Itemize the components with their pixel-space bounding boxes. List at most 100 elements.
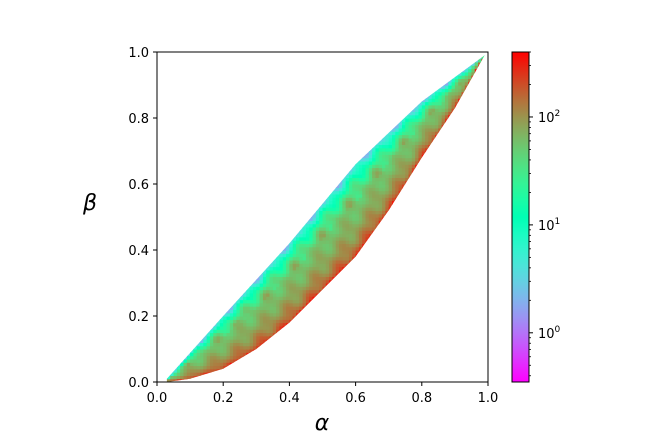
heatmap-cell xyxy=(405,157,410,162)
heatmap-cell xyxy=(365,187,370,192)
heatmap-cell xyxy=(352,236,357,241)
heatmap-cell xyxy=(216,335,221,340)
heatmap-cell xyxy=(408,164,413,169)
heatmap-cell xyxy=(444,108,449,112)
heatmap-cell xyxy=(305,286,310,291)
heatmap-cell xyxy=(319,236,324,241)
heatmap-cell xyxy=(458,81,463,86)
heatmap-cell xyxy=(236,316,241,320)
heatmap-cell xyxy=(365,177,370,182)
heatmap-cell xyxy=(342,197,347,202)
heatmap-cell xyxy=(451,94,456,99)
heatmap-cell xyxy=(305,292,310,297)
heatmap-cell xyxy=(345,217,350,221)
heatmap-cell xyxy=(299,236,304,241)
heatmap-cell xyxy=(348,174,353,178)
heatmap-cell xyxy=(239,352,244,357)
heatmap-cell xyxy=(335,263,340,268)
heatmap-cell xyxy=(256,335,261,340)
heatmap-cell xyxy=(305,236,310,241)
heatmap-cell xyxy=(322,217,327,221)
heatmap-cell xyxy=(468,78,473,83)
heatmap-cell xyxy=(193,345,198,350)
heatmap-cell xyxy=(236,332,241,337)
heatmap-cell xyxy=(289,269,294,274)
heatmap-cell xyxy=(372,170,377,175)
heatmap-cell xyxy=(249,302,254,307)
heatmap-cell xyxy=(388,200,393,205)
heatmap-cell xyxy=(262,306,267,310)
heatmap-cell xyxy=(352,217,357,221)
heatmap-cell xyxy=(259,329,264,334)
heatmap-cell xyxy=(365,160,370,165)
heatmap-cell xyxy=(368,167,373,172)
heatmap-cell xyxy=(388,187,393,192)
heatmap-cell xyxy=(223,352,228,357)
heatmap-cell xyxy=(269,289,274,294)
heatmap-cell xyxy=(415,131,420,136)
heatmap-cell xyxy=(216,365,221,370)
heatmap-cell xyxy=(348,226,353,231)
heatmap-cell xyxy=(444,118,449,122)
heatmap-cell xyxy=(362,170,367,175)
heatmap-cell xyxy=(312,220,317,225)
heatmap-cell xyxy=(375,217,380,221)
heatmap-cell xyxy=(355,220,360,225)
heatmap-cell xyxy=(259,306,264,310)
heatmap-cell xyxy=(448,91,453,96)
heatmap-cell xyxy=(213,349,218,353)
heatmap-cell xyxy=(425,101,430,106)
heatmap-cell xyxy=(339,217,343,221)
heatmap-cell xyxy=(358,164,363,169)
heatmap-cell xyxy=(425,131,430,136)
heatmap-cell xyxy=(269,332,274,337)
y-tick-label: 0.4 xyxy=(128,244,149,259)
heatmap-cell xyxy=(249,339,254,343)
heatmap-cell xyxy=(362,154,367,159)
heatmap-cell xyxy=(345,256,350,261)
heatmap-cell xyxy=(421,124,426,129)
heatmap-cell xyxy=(352,187,357,192)
heatmap-cell xyxy=(345,184,350,188)
heatmap-cell xyxy=(345,207,350,211)
heatmap-cell xyxy=(315,226,320,231)
plot-frame xyxy=(156,51,489,383)
heatmap-cell xyxy=(378,154,383,159)
heatmap-cell xyxy=(458,91,463,96)
heatmap-cell xyxy=(385,167,390,172)
heatmap-cell xyxy=(358,213,363,218)
heatmap-cell xyxy=(315,230,320,235)
heatmap-cell xyxy=(425,104,430,109)
heatmap-cell xyxy=(282,322,287,327)
heatmap-cell xyxy=(382,151,386,155)
heatmap-cell xyxy=(269,319,274,324)
heatmap-cell xyxy=(339,236,343,241)
heatmap-cell xyxy=(418,101,423,106)
heatmap-cell xyxy=(296,289,300,294)
heatmap-cell xyxy=(200,365,204,370)
heatmap-cell xyxy=(421,147,426,152)
heatmap-cell xyxy=(345,210,350,215)
heatmap-cell xyxy=(312,236,317,241)
heatmap-cell xyxy=(401,170,406,175)
heatmap-cell xyxy=(401,154,406,159)
heatmap-cell xyxy=(339,243,343,248)
heatmap-cell xyxy=(454,78,459,83)
heatmap-cell xyxy=(358,184,363,188)
heatmap-cell xyxy=(468,65,473,70)
heatmap-cell xyxy=(405,154,410,159)
heatmap-cell xyxy=(279,309,284,314)
heatmap-cell xyxy=(408,154,413,159)
heatmap-cell xyxy=(200,368,204,373)
y-tick-label: 1.0 xyxy=(128,46,149,61)
heatmap-cell xyxy=(236,329,241,334)
heatmap-cell xyxy=(372,157,377,162)
heatmap-cell xyxy=(388,160,393,165)
heatmap-cell xyxy=(226,362,231,367)
heatmap-cell xyxy=(372,213,377,218)
heatmap-cell xyxy=(196,345,201,350)
heatmap-cell xyxy=(375,197,380,202)
heatmap-cell xyxy=(279,273,284,277)
heatmap-cell xyxy=(355,210,360,215)
heatmap-cell xyxy=(282,316,287,320)
